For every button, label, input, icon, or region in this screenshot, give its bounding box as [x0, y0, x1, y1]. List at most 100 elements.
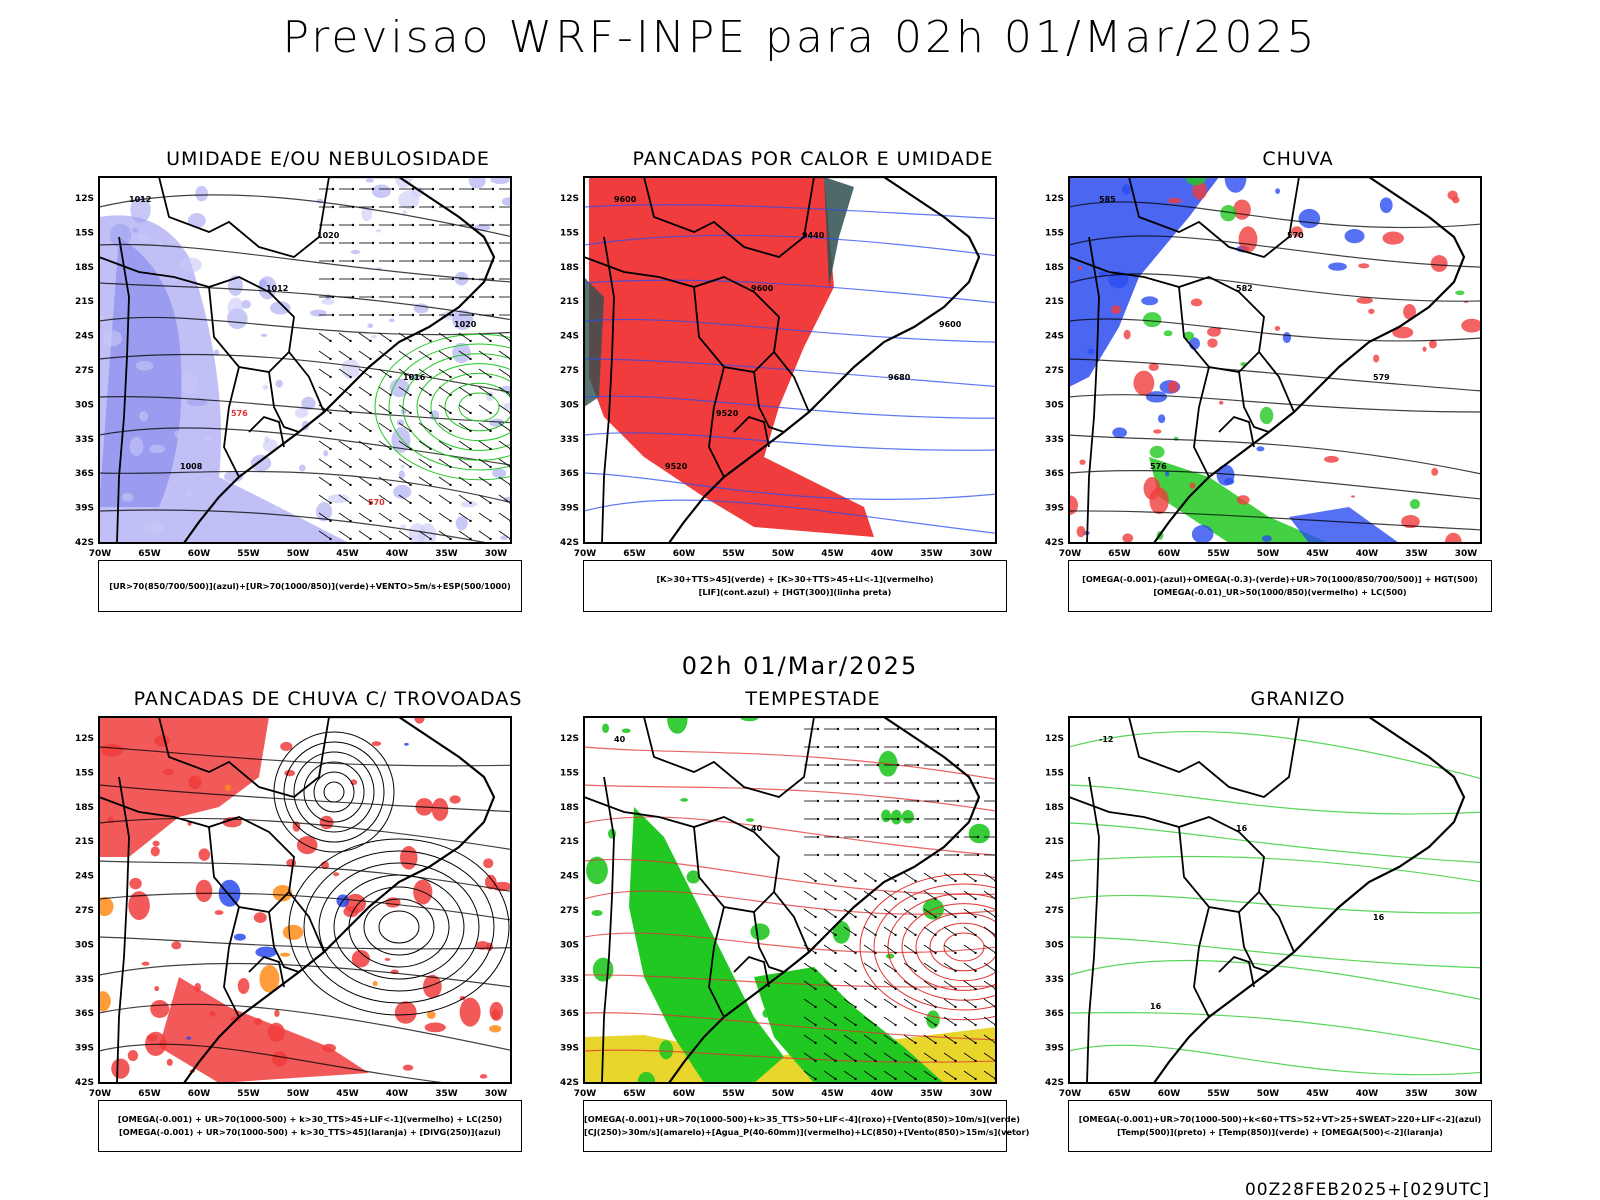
lon-tick-label: 60W [673, 549, 696, 559]
legend-line: [CJ(250)>30m/s](amarelo)+[Agua_P(40-60mm… [584, 1127, 1030, 1137]
lon-tick-label: 60W [673, 1089, 696, 1099]
lat-tick-label: 21S [560, 837, 579, 847]
contour-label: 9600 [751, 284, 774, 293]
main-title: Previsao WRF-INPE para 02h 01/Mar/2025 [282, 12, 1318, 63]
lat-tick-label: 15S [75, 228, 94, 238]
lat-tick-label: 36S [75, 469, 94, 479]
legend-line: [OMEGA(-0.001)+UR>70(1000-500)+k>35_TTS>… [584, 1114, 1020, 1124]
lat-tick-label: 21S [75, 297, 94, 307]
lat-tick-label: 18S [560, 803, 579, 813]
lat-tick-label: 36S [560, 469, 579, 479]
lon-tick-label: 55W [722, 549, 745, 559]
legend-granizo: [OMEGA(-0.001)+UR>70(1000-500)+k<60+TTS>… [1068, 1100, 1492, 1152]
lat-tick-label: 15S [560, 228, 579, 238]
contour-label: 9440 [802, 231, 825, 240]
lat-tick-label: 39S [560, 1044, 579, 1054]
lon-tick-label: 60W [188, 1089, 211, 1099]
subtitle: 02h 01/Mar/2025 [681, 652, 919, 680]
lat-tick-label: 42S [560, 538, 579, 548]
lon-tick-label: 45W [336, 549, 359, 559]
lat-tick-label: 30S [560, 400, 579, 410]
legend-line: [OMEGA(-0.001) + UR>70(1000-500) + k>30_… [117, 1114, 503, 1124]
lat-tick-label: 27S [1045, 906, 1064, 916]
lat-tick-label: 12S [1045, 194, 1064, 204]
lat-tick-label: 42S [1045, 1078, 1064, 1088]
legend-line: [K>30+TTS>45](verde) + [K>30+TTS>45+LI<-… [656, 574, 934, 584]
contour-label: -12 [1099, 735, 1113, 744]
lat-tick-label: 12S [560, 734, 579, 744]
lat-tick-label: 36S [75, 1009, 94, 1019]
lat-tick-label: 18S [75, 803, 94, 813]
map-pancadas-calor: 9600 9600 9680 9520 9440 9600 9520 12S 15S 18S 21S… [560, 176, 997, 559]
lon-tick-label: 65W [623, 1089, 646, 1099]
lon-tick-label: 50W [1257, 1089, 1280, 1099]
lon-tick-label: 45W [1306, 549, 1329, 559]
panel-granizo: GRANIZO -12 16 16 16 12S 15S 18S 21S 24S 27S 30S 33… [1045, 688, 1528, 1168]
contour-label: 1008 [180, 462, 203, 471]
lat-tick-label: 36S [1045, 1009, 1064, 1019]
lon-tick-label: 30W [970, 1089, 993, 1099]
lon-tick-label: 55W [1207, 1089, 1230, 1099]
contour-label: 9680 [888, 373, 911, 382]
legend-pancadas-calor: [K>30+TTS>45](verde) + [K>30+TTS>45+LI<-… [583, 560, 1007, 612]
lon-tick-label: 40W [1356, 1089, 1379, 1099]
lon-tick-label: 55W [237, 549, 260, 559]
contour-label: 570 [368, 498, 385, 507]
panel-chuva: CHUVA 585 582 579 576 570 12S 15S 18S 21S 24S 27S 3… [1045, 148, 1528, 628]
lat-tick-label: 30S [75, 940, 94, 950]
panel-trovoadas: PANCADAS DE CHUVA C/ TROVOADAS 12S 15S 18S… [75, 688, 558, 1168]
lon-tick-label: 35W [1405, 549, 1428, 559]
panel-title: PANCADAS DE CHUVA C/ TROVOADAS [133, 688, 523, 710]
lat-tick-label: 12S [560, 194, 579, 204]
lon-tick-label: 50W [287, 1089, 310, 1099]
lon-tick-label: 50W [772, 1089, 795, 1099]
legend-line: [LIF](cont.azul) + [HGT(300)](linha pret… [698, 587, 892, 597]
lon-tick-label: 45W [821, 549, 844, 559]
lon-tick-label: 60W [1158, 549, 1181, 559]
lat-tick-label: 39S [560, 504, 579, 514]
contour-label: 1012 [129, 195, 151, 204]
map-granizo: -12 16 16 16 12S 15S 18S 21S 24S 27S 30S 33S 36S 39S 4… [1045, 716, 1482, 1099]
lon-tick-label: 45W [821, 1089, 844, 1099]
lon-tick-label: 70W [574, 1089, 597, 1099]
panel-title: UMIDADE E/OU NEBULOSIDADE [166, 148, 490, 170]
lat-tick-label: 27S [75, 906, 94, 916]
lon-tick-label: 55W [237, 1089, 260, 1099]
lat-tick-label: 18S [1045, 263, 1064, 273]
contour-label: 582 [1236, 284, 1253, 293]
lat-tick-label: 12S [75, 194, 94, 204]
lat-tick-label: 33S [560, 975, 579, 985]
lat-tick-label: 15S [1045, 768, 1064, 778]
lon-tick-label: 35W [1405, 1089, 1428, 1099]
lon-tick-label: 55W [1207, 549, 1230, 559]
contour-label: 585 [1099, 195, 1116, 204]
legend-line: [OMEGA(-0.01)_UR>50(1000/850)(vermelho) … [1153, 587, 1407, 597]
lat-tick-label: 24S [1045, 872, 1064, 882]
legend-chuva: [OMEGA(-0.001)-(azul)+OMEGA(-0.3)-(verde… [1068, 560, 1492, 612]
lat-tick-label: 21S [560, 297, 579, 307]
contour-label: 16 [1150, 1002, 1162, 1011]
lat-tick-label: 27S [560, 366, 579, 376]
legend-tempestade: [OMEGA(-0.001)+UR>70(1000-500)+k>35_TTS>… [583, 1100, 1030, 1152]
lat-tick-label: 36S [1045, 469, 1064, 479]
lat-tick-label: 30S [1045, 400, 1064, 410]
lat-tick-label: 21S [1045, 837, 1064, 847]
contour-label: 9600 [614, 195, 637, 204]
run-timestamp: 00Z28FEB2025+[029UTC] [1244, 1180, 1490, 1200]
lat-tick-label: 33S [1045, 975, 1064, 985]
lat-tick-label: 24S [560, 872, 579, 882]
lat-tick-label: 18S [1045, 803, 1064, 813]
lat-tick-label: 39S [75, 1044, 94, 1054]
map-umidade: 1012 1012 1016 1008 1020 1020 576 570 12S 15S 18S 2… [75, 176, 512, 559]
lat-tick-label: 30S [75, 400, 94, 410]
lon-tick-label: 65W [138, 549, 161, 559]
contour-label: 9520 [716, 409, 739, 418]
lat-tick-label: 39S [75, 504, 94, 514]
panel-title: TEMPESTADE [745, 688, 881, 710]
map-tempestade: 40 40 12S 15S 18S 21S 24S 27S 30S 33S 36S 39S 42S70W… [560, 716, 997, 1099]
lon-tick-label: 65W [138, 1089, 161, 1099]
lon-tick-label: 35W [435, 1089, 458, 1099]
lat-tick-label: 33S [75, 975, 94, 985]
contour-label: 576 [1150, 462, 1167, 471]
